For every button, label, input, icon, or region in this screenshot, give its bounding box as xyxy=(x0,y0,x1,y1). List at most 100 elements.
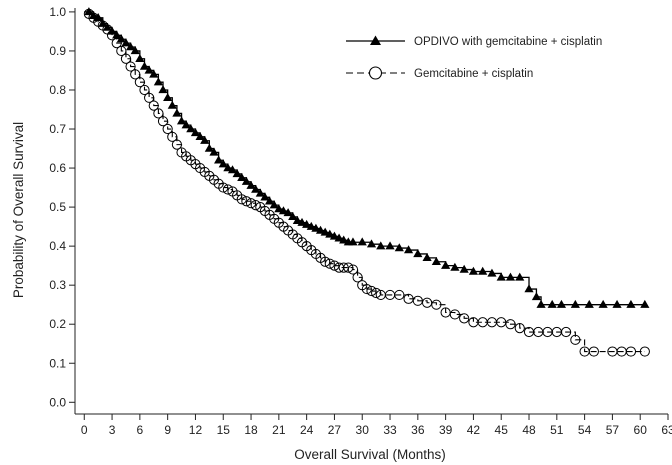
data-point xyxy=(531,292,542,301)
data-point xyxy=(640,299,650,308)
data-point xyxy=(625,346,637,357)
data-point xyxy=(612,299,622,308)
data-point xyxy=(200,135,210,144)
data-point xyxy=(570,299,580,308)
data-point xyxy=(227,165,238,174)
data-point xyxy=(496,272,506,281)
data-point xyxy=(302,219,312,228)
x-tick-label: 9 xyxy=(164,423,171,437)
data-point xyxy=(413,249,423,258)
data-point xyxy=(222,184,233,195)
data-point xyxy=(125,61,136,72)
data-point xyxy=(162,123,173,135)
data-point xyxy=(130,69,141,80)
x-tick-label: 33 xyxy=(383,423,397,437)
data-point xyxy=(320,227,330,236)
data-point xyxy=(366,285,377,297)
data-point xyxy=(366,239,377,248)
data-point xyxy=(588,346,599,357)
x-tick-label: 42 xyxy=(467,423,481,437)
x-tick-label: 39 xyxy=(439,423,453,437)
data-point xyxy=(106,30,118,41)
legend: OPDIVO with gemcitabine + cisplatin Gemc… xyxy=(346,35,602,80)
x-tick-label: 12 xyxy=(189,423,203,437)
y-ticks: 0.0 0.1 0.2 0.3 0.4 0.5 0.6 0.7 0.8 0.9 1.0 xyxy=(49,5,75,409)
x-ticks: 0 3 6 9 12 15 18 21 24 27 30 33 36 39 42 45 48 51 54 57 60 63 xyxy=(81,414,672,437)
data-point xyxy=(218,159,228,168)
y-tick-label: 0.9 xyxy=(49,44,66,58)
x-tick-label: 45 xyxy=(495,423,509,437)
data-point xyxy=(431,299,442,310)
data-point xyxy=(422,253,432,262)
y-tick-label: 0.4 xyxy=(49,239,66,253)
series-group xyxy=(83,7,650,357)
data-point xyxy=(514,323,525,334)
data-point xyxy=(172,108,182,117)
data-point xyxy=(241,196,252,207)
data-point xyxy=(348,237,358,246)
data-point xyxy=(144,92,155,103)
data-point xyxy=(292,215,302,224)
data-point xyxy=(325,229,335,238)
data-point xyxy=(84,7,94,16)
data-point xyxy=(288,212,298,221)
y-tick-label: 0.5 xyxy=(49,200,66,214)
data-point xyxy=(278,206,289,215)
data-point xyxy=(394,289,405,301)
data-point xyxy=(459,313,470,324)
data-point xyxy=(218,182,229,193)
data-point xyxy=(385,241,395,250)
data-point xyxy=(167,131,178,142)
y-tick-label: 1.0 xyxy=(49,5,66,19)
data-point xyxy=(116,45,127,57)
x-tick-label: 60 xyxy=(634,423,648,437)
data-point xyxy=(195,132,205,141)
data-point xyxy=(269,200,279,209)
legend-entry-gemcitabine: Gemcitabine + cisplatin xyxy=(346,66,533,80)
data-point xyxy=(158,85,168,94)
data-point xyxy=(274,204,284,213)
legend-label-gemcitabine: Gemcitabine + cisplatin xyxy=(414,68,533,80)
data-point xyxy=(639,346,650,357)
data-point xyxy=(204,143,214,152)
data-point xyxy=(171,139,183,150)
y-tick-label: 0.7 xyxy=(49,122,66,136)
data-point xyxy=(214,155,224,164)
legend-marker-opdivo xyxy=(370,35,381,45)
data-point xyxy=(441,260,451,269)
data-point xyxy=(181,120,191,129)
x-tick-label: 57 xyxy=(606,423,620,437)
data-point xyxy=(167,100,177,109)
data-point xyxy=(255,188,265,197)
y-axis-title: Probability of Overall Survival xyxy=(11,122,26,298)
data-point xyxy=(130,46,140,55)
data-point xyxy=(251,184,261,193)
data-point xyxy=(153,108,164,119)
plot-area: 0 3 6 9 12 15 18 21 24 27 30 33 36 39 42 45 48 51 54 57 60 63… xyxy=(49,5,672,437)
data-point xyxy=(515,272,525,281)
x-tick-label: 63 xyxy=(661,423,672,437)
data-point xyxy=(245,198,257,209)
x-tick-label: 30 xyxy=(356,423,370,437)
data-point xyxy=(334,233,344,242)
data-point xyxy=(237,173,247,182)
data-point xyxy=(134,77,145,88)
data-point xyxy=(120,53,132,64)
data-point xyxy=(505,319,516,330)
y-tick-label: 0.8 xyxy=(49,83,66,97)
data-point xyxy=(403,245,414,254)
data-point xyxy=(324,258,335,269)
data-point xyxy=(487,268,497,277)
series-line xyxy=(84,11,645,306)
x-tick-label: 24 xyxy=(300,423,314,437)
data-point xyxy=(176,116,187,125)
data-point xyxy=(547,299,557,308)
data-point xyxy=(283,208,293,217)
data-point xyxy=(297,217,307,226)
x-axis-title: Overall Survival (Months) xyxy=(294,447,446,462)
data-point xyxy=(260,192,270,201)
data-point xyxy=(556,299,567,308)
data-point xyxy=(111,38,122,49)
data-point xyxy=(449,309,460,320)
data-point xyxy=(570,334,581,345)
